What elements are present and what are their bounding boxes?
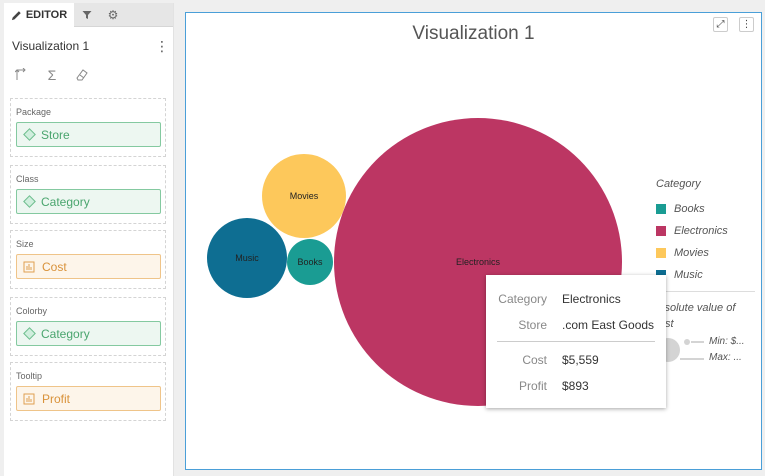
field-pill-category[interactable]: Category: [16, 189, 161, 214]
bubble-label-books: Books: [297, 257, 323, 267]
editor-toolbar: Σ: [14, 67, 90, 83]
tooltip-key: Cost: [486, 353, 547, 367]
panel-tabs: EDITOR ⚙: [4, 3, 173, 27]
swap-axes-icon[interactable]: [14, 67, 30, 83]
pencil-icon: [11, 10, 22, 21]
visualization-canvas[interactable]: Visualization 1 ⤢ ⋮ Music Movies Books E…: [185, 12, 762, 470]
legend-title: Category: [656, 178, 765, 190]
legend-label: Books: [674, 203, 705, 215]
tooltip-value: $5,559: [547, 353, 599, 367]
measure-icon: [23, 261, 35, 273]
eraser-icon[interactable]: [74, 67, 90, 83]
legend-item[interactable]: Movies: [656, 242, 765, 264]
editor-panel: EDITOR ⚙ Visualization 1 ⋮ Σ Package Sto…: [4, 3, 174, 476]
field-pill-cost[interactable]: Cost: [16, 254, 161, 279]
shelf-label: Colorby: [16, 306, 47, 316]
legend-divider: [651, 291, 755, 292]
tooltip-key: Store: [486, 318, 547, 332]
field-pill-label: Cost: [42, 260, 67, 274]
viz-menu-icon[interactable]: ⋮: [155, 40, 168, 52]
size-legend-min: Min: $...: [709, 336, 745, 347]
viz-name-row: Visualization 1 ⋮: [12, 39, 168, 53]
tab-filter[interactable]: [74, 3, 100, 27]
field-pill-profit[interactable]: Profit: [16, 386, 161, 411]
tab-editor[interactable]: EDITOR: [4, 3, 74, 27]
tooltip-key: Category: [486, 292, 547, 306]
legend-label: Movies: [674, 247, 709, 259]
tooltip-key: Profit: [486, 379, 547, 393]
field-pill-store[interactable]: Store: [16, 122, 161, 147]
tabs-filler: [126, 3, 173, 27]
legend-item[interactable]: Books: [656, 198, 765, 220]
legend-item[interactable]: Music: [656, 264, 765, 286]
sum-icon[interactable]: Σ: [44, 67, 60, 83]
color-legend: Category Books Electronics Movies Music: [656, 178, 765, 286]
field-pill-label: Category: [41, 327, 90, 341]
dimension-icon: [23, 128, 36, 141]
dimension-icon: [23, 327, 36, 340]
bubble-label-music: Music: [235, 253, 259, 263]
legend-label: Electronics: [674, 225, 728, 237]
tooltip-value: Electronics: [547, 292, 621, 306]
shelf-label: Class: [16, 174, 39, 184]
viz-name: Visualization 1: [12, 39, 89, 53]
bubble-label-electronics: Electronics: [456, 257, 501, 267]
field-pill-label: Profit: [42, 392, 70, 406]
tooltip-divider: [497, 341, 655, 342]
bubble-tooltip: Category Electronics Store .com East Goo…: [486, 275, 666, 408]
gear-icon: ⚙: [108, 8, 119, 22]
tooltip-value: .com East Goods: [547, 318, 654, 332]
size-legend-title: Absolute value of Cost: [651, 300, 761, 332]
tooltip-row: Cost $5,559: [486, 353, 666, 367]
shelf-tooltip: Tooltip Profit: [10, 362, 166, 421]
shelf-label: Tooltip: [16, 371, 42, 381]
bubble-label-movies: Movies: [290, 191, 319, 201]
shelf-class: Class Category: [10, 165, 166, 224]
tooltip-row: Store .com East Goods: [486, 318, 666, 332]
tooltip-value: $893: [547, 379, 589, 393]
tooltip-row: Category Electronics: [486, 292, 666, 306]
shelf-size: Size Cost: [10, 230, 166, 289]
legend-item[interactable]: Electronics: [656, 220, 765, 242]
legend-swatch: [656, 204, 666, 214]
tab-editor-label: EDITOR: [26, 9, 67, 21]
filter-icon: [82, 10, 92, 20]
shelf-package: Package Store: [10, 98, 166, 157]
shelf-label: Package: [16, 107, 51, 117]
size-legend-max: Max: ...: [709, 352, 742, 363]
field-pill-label: Store: [41, 128, 70, 142]
legend-swatch: [656, 226, 666, 236]
shelf-colorby: Colorby Category: [10, 297, 166, 356]
field-pill-label: Category: [41, 195, 90, 209]
tab-settings[interactable]: ⚙: [100, 3, 126, 27]
legend-label: Music: [674, 269, 703, 281]
dimension-icon: [23, 195, 36, 208]
field-pill-category[interactable]: Category: [16, 321, 161, 346]
shelf-label: Size: [16, 239, 34, 249]
measure-icon: [23, 393, 35, 405]
tooltip-row: Profit $893: [486, 379, 666, 393]
legend-swatch: [656, 248, 666, 258]
